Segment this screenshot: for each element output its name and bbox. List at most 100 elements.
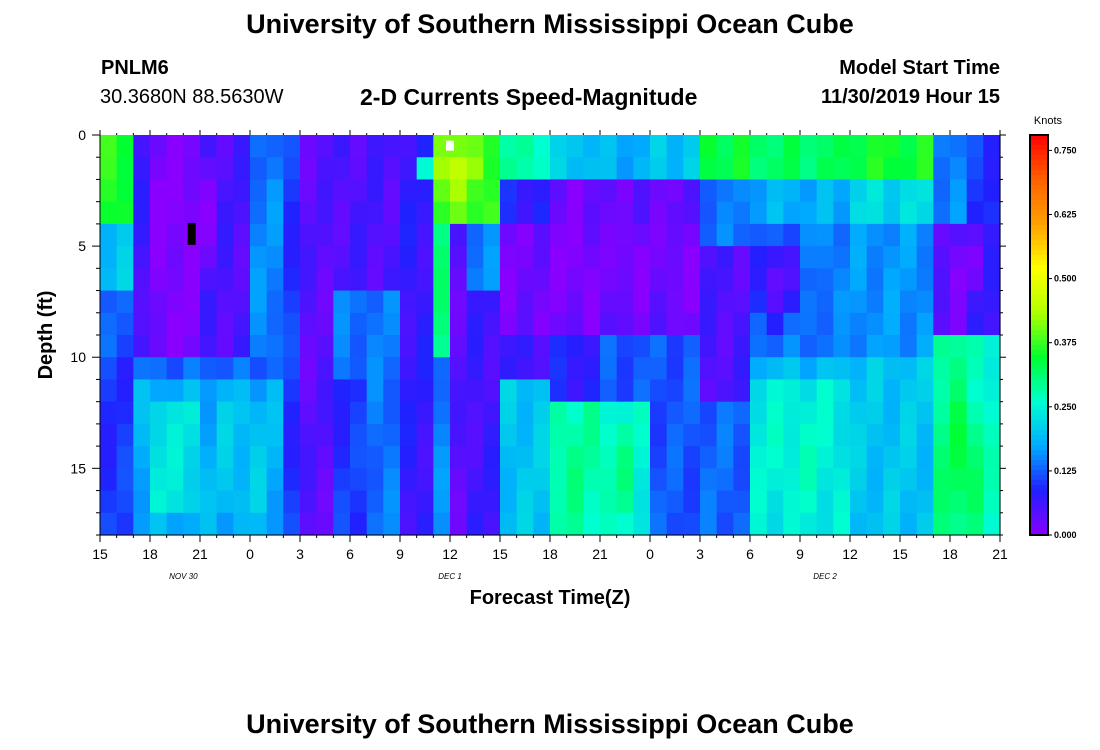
heatmap-cell [616,312,634,336]
heatmap-cell [866,379,884,403]
heatmap-cell [183,157,201,181]
heatmap-cell [933,268,951,292]
heatmap-cell [533,446,551,469]
heatmap-cell [200,268,218,292]
heatmap-cell [900,335,918,358]
heatmap-cell [466,312,484,336]
heatmap-cell [200,201,218,225]
heatmap-cell [650,512,668,536]
heatmap-cell [950,312,968,336]
heatmap-cell [133,246,151,269]
y-tick-label: 15 [70,460,86,476]
heatmap-cell [650,135,668,158]
heatmap-cell [783,135,801,158]
heatmap-cell [283,335,301,358]
heatmap-cell [816,423,834,447]
heatmap-cell [366,268,384,292]
colorbar-segment [1030,195,1048,201]
heatmap-cell [300,312,318,336]
heatmap-cell [383,268,401,292]
heatmap-cell [100,468,118,492]
heatmap-cell [250,246,268,269]
heatmap-cell [816,335,834,358]
heatmap-cell [366,446,384,469]
heatmap-cell [383,446,401,469]
heatmap-cell [983,468,1001,492]
heatmap-cell [800,335,818,358]
heatmap-cell [900,223,918,247]
heatmap-cell [116,312,134,336]
heatmap-cell [983,201,1001,225]
heatmap-cell [733,246,751,269]
heatmap-cell [616,401,634,425]
x-axis-label: Forecast Time(Z) [470,587,631,609]
heatmap-cell [466,290,484,314]
heatmap-cell [983,312,1001,336]
heatmap-cell [400,201,418,225]
heatmap-cell [600,157,618,181]
heatmap-cell [733,268,751,292]
heatmap-cell [700,223,718,247]
heatmap-cell [866,468,884,492]
heatmap-cell [816,312,834,336]
heatmap-cell [100,179,118,203]
colorbar-segment [1030,405,1048,411]
x-tick-label: 6 [746,546,754,562]
heatmap-cell [933,490,951,514]
heatmap-cell [550,379,568,403]
heatmap-cell [616,290,634,314]
heatmap-cell [166,379,184,403]
heatmap-cell [600,446,618,469]
heatmap-cell [716,512,734,536]
heatmap-cell [966,179,984,203]
heatmap-cell [816,179,834,203]
heatmap-cell [600,379,618,403]
heatmap-cell [533,357,551,381]
heatmap-cell [900,157,918,181]
heatmap-cells [100,135,1001,536]
colorbar-segment [1030,415,1048,421]
heatmap-cell [233,223,251,247]
colorbar-segment [1030,470,1048,476]
heatmap-cell [116,446,134,469]
heatmap-cell [700,179,718,203]
heatmap-cell [966,379,984,403]
heatmap-cell [883,335,901,358]
colorbar-segment [1030,320,1048,326]
heatmap-cell [216,468,234,492]
heatmap-cell [583,268,601,292]
heatmap-cell [750,446,768,469]
colorbar-segment [1030,425,1048,431]
heatmap-cell [183,201,201,225]
heatmap-cell [966,223,984,247]
heatmap-cell [900,357,918,381]
heatmap-cell [800,379,818,403]
colorbar-segment [1030,140,1048,146]
heatmap-cell [350,201,368,225]
heatmap-cell [850,157,868,181]
heatmap-cell [266,468,284,492]
colorbar-segment [1030,370,1048,376]
heatmap-cell [666,423,684,447]
heatmap-cell [416,379,434,403]
heatmap-cell [666,312,684,336]
heatmap-cell [750,201,768,225]
heatmap-cell [800,246,818,269]
heatmap-cell [333,379,351,403]
heatmap-cell [166,290,184,314]
heatmap-cell [266,446,284,469]
heatmap-cell [633,223,651,247]
heatmap-cell [733,201,751,225]
heatmap-cell [933,246,951,269]
heatmap-cell [866,246,884,269]
heatmap-cell [333,157,351,181]
heatmap-cell [483,423,501,447]
heatmap-cell [966,312,984,336]
heatmap-cell [233,157,251,181]
heatmap-cell [216,135,234,158]
heatmap-cell [616,157,634,181]
heatmap-cell [350,401,368,425]
heatmap-cell [566,490,584,514]
heatmap-cell [583,157,601,181]
heatmap-cell [683,423,701,447]
